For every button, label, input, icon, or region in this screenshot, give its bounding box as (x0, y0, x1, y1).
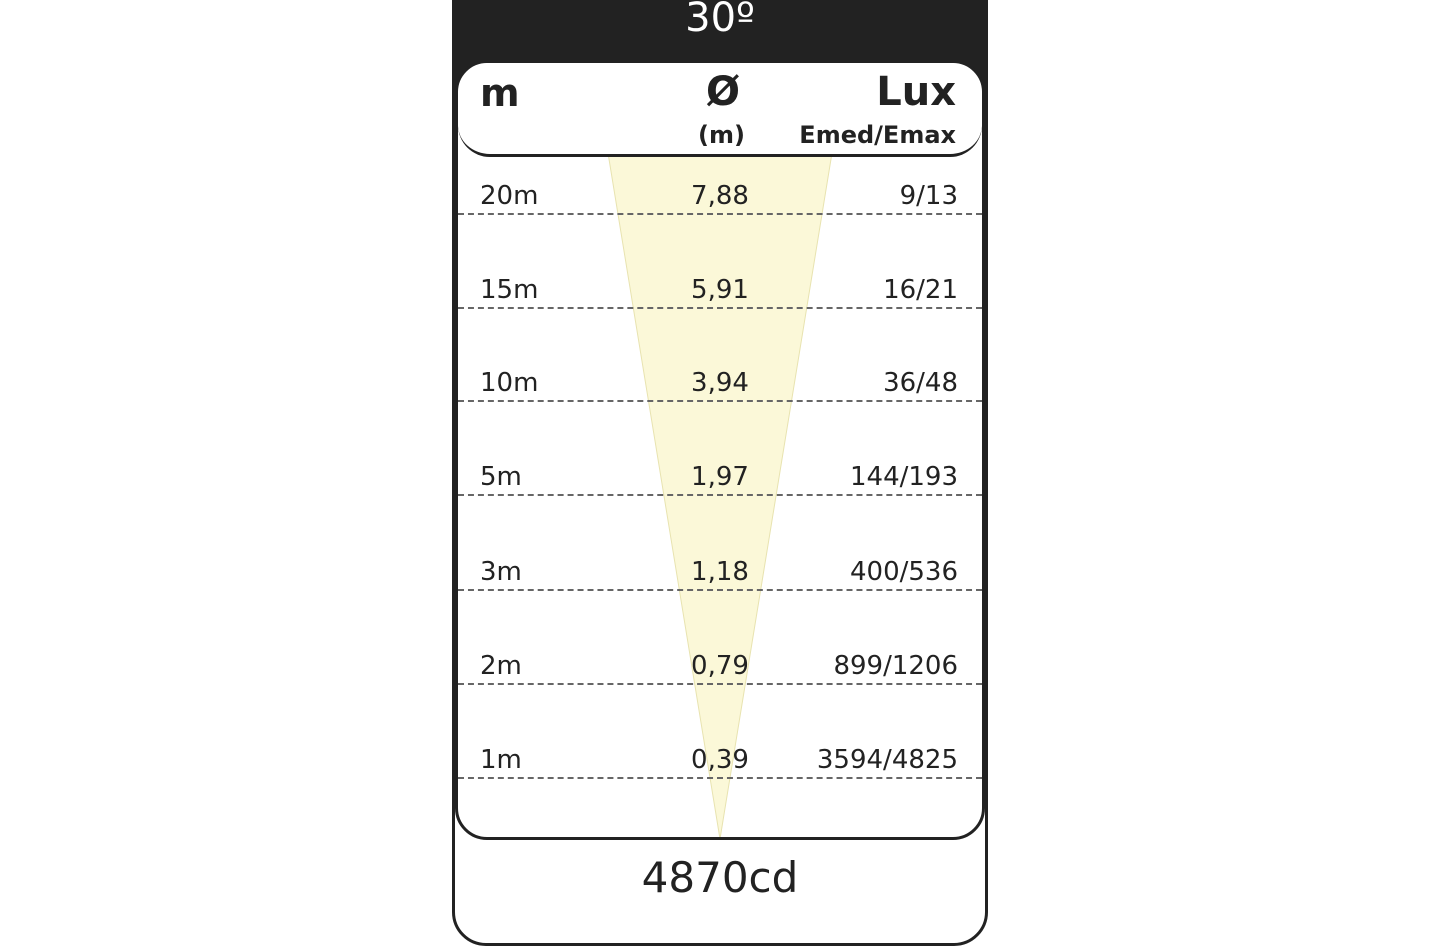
table-row: 15m 5,91 16/21 (458, 275, 982, 305)
row-divider (458, 777, 982, 779)
row-divider (458, 589, 982, 591)
row-lux: 16/21 (883, 275, 958, 305)
beam-angle: 30º (685, 0, 755, 41)
header-lux-sub: Emed/Emax (799, 121, 956, 149)
table-row: 20m 7,88 9/13 (458, 181, 982, 211)
table-row: 3m 1,18 400/536 (458, 557, 982, 587)
header-diameter-unit: (m) (698, 121, 745, 149)
row-distance: 1m (480, 745, 522, 775)
table-row: 2m 0,79 899/1206 (458, 651, 982, 681)
row-diameter: 1,18 (691, 557, 749, 587)
photometric-panel: m Ø (m) Lux Emed/Emax 20m 7,88 9/13 15m 5… (455, 60, 985, 840)
row-lux: 144/193 (849, 462, 958, 492)
row-diameter: 3,94 (691, 368, 749, 398)
header-diameter-symbol: Ø (706, 69, 741, 115)
header-distance: m (480, 71, 520, 115)
row-divider (458, 213, 982, 215)
table-row: 10m 3,94 36/48 (458, 368, 982, 398)
row-lux: 3594/4825 (816, 745, 958, 775)
row-lux: 9/13 (899, 181, 958, 211)
row-diameter: 5,91 (691, 275, 749, 305)
row-divider (458, 683, 982, 685)
row-distance: 10m (480, 368, 539, 398)
row-divider (458, 400, 982, 402)
row-lux: 36/48 (883, 368, 958, 398)
row-diameter: 7,88 (691, 181, 749, 211)
row-distance: 15m (480, 275, 539, 305)
row-distance: 20m (480, 181, 539, 211)
row-diameter: 0,79 (691, 651, 749, 681)
row-distance: 2m (480, 651, 522, 681)
row-distance: 5m (480, 462, 522, 492)
light-cone (607, 152, 833, 837)
row-lux: 400/536 (849, 557, 958, 587)
row-lux: 899/1206 (833, 651, 958, 681)
row-diameter: 1,97 (691, 462, 749, 492)
table-row: 5m 1,97 144/193 (458, 462, 982, 492)
header-lux: Lux (876, 69, 956, 115)
row-divider (458, 494, 982, 496)
luminous-intensity: 4870cd (641, 853, 799, 902)
row-distance: 3m (480, 557, 522, 587)
row-diameter: 0,39 (691, 745, 749, 775)
row-divider (458, 307, 982, 309)
table-header: m Ø (m) Lux Emed/Emax (458, 63, 982, 157)
table-row: 1m 0,39 3594/4825 (458, 745, 982, 775)
